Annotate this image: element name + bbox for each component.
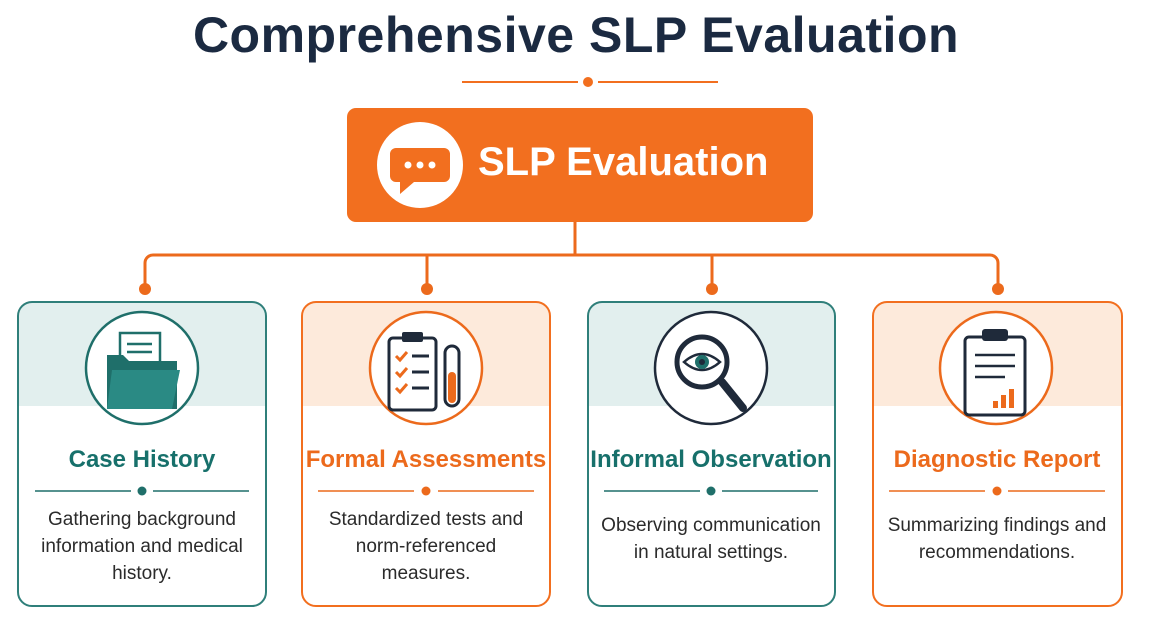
card-description: Observing communication in natural setti… bbox=[601, 515, 821, 563]
icon-magnifier bbox=[653, 310, 769, 426]
card-dividers bbox=[35, 486, 1105, 496]
icon-folder bbox=[84, 310, 200, 426]
title-divider bbox=[462, 77, 718, 87]
page-title: Comprehensive SLP Evaluation bbox=[192, 7, 960, 63]
card-title: Case History bbox=[68, 446, 216, 473]
connector-dots bbox=[139, 283, 1004, 295]
card-description: Summarizing findings and recommendations… bbox=[887, 515, 1107, 563]
root-label: SLP Evaluation bbox=[478, 140, 769, 184]
card-description: Gathering background information and med… bbox=[41, 509, 243, 584]
icon-report bbox=[938, 310, 1054, 426]
card-description: Standardized tests and norm-referenced m… bbox=[328, 509, 524, 584]
connectors bbox=[143, 222, 1000, 288]
icon-clipboard-test bbox=[368, 310, 484, 426]
card-title: Diagnostic Report bbox=[893, 446, 1101, 473]
card-title: Informal Observation bbox=[590, 446, 832, 473]
card-title: Formal Assessments bbox=[305, 446, 547, 473]
root-icon bbox=[377, 122, 463, 208]
root-box bbox=[347, 108, 813, 222]
